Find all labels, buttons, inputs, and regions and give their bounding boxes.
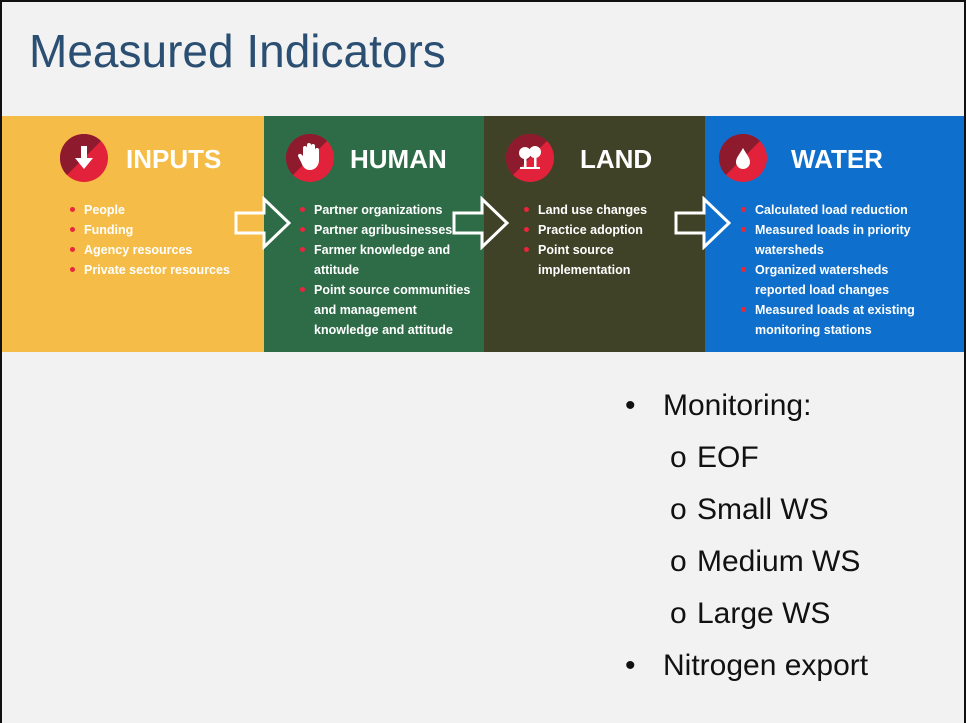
sub-bullet: Medium WS [625, 536, 868, 588]
panel-item: Partner organizations [300, 200, 472, 220]
slide-title: Measured Indicators [29, 25, 446, 77]
panel-heading: HUMAN [350, 144, 447, 174]
bullet: Nitrogen export [625, 640, 868, 692]
panel-item: Agency resources [70, 240, 255, 260]
icon-graphic [505, 133, 554, 182]
panel-icon [285, 133, 334, 187]
flow-arrow [234, 195, 292, 255]
panel-item: Point source communities and management … [300, 280, 472, 340]
panel-items: Calculated load reduction Measured loads … [741, 200, 921, 340]
panel-item: People [70, 200, 255, 220]
indicator-band: INPUTS People Funding Agency resources Priva… [2, 116, 964, 352]
bullet: Monitoring: [625, 380, 868, 432]
arrow-graphic [674, 195, 732, 251]
icon-graphic [59, 133, 108, 182]
panel-icon [505, 133, 554, 187]
panel-item: Practice adoption [524, 220, 664, 240]
panel: WATER Calculated load reduction Measured l… [705, 116, 964, 352]
flow-arrow [452, 195, 510, 255]
panel-heading: LAND [580, 144, 653, 174]
panel-item: Partner agribusinesses [300, 220, 472, 240]
icon-graphic [718, 133, 767, 182]
panel-icon [59, 133, 108, 187]
icon-graphic [285, 133, 334, 182]
sub-bullet: EOF [625, 432, 868, 484]
bullet-list: Monitoring:EOFSmall WSMedium WSLarge WSN… [625, 380, 868, 692]
panel: HUMAN Partner organizations Partner agribu… [264, 116, 484, 352]
panel-icon [718, 133, 767, 187]
panel-item: Point source implementation [524, 240, 664, 280]
panel-items: Land use changes Practice adoption Point s… [524, 200, 664, 280]
panel: INPUTS People Funding Agency resources Priva… [2, 116, 264, 352]
panel-item: Measured loads in priority watersheds [741, 220, 921, 260]
panel-items: Partner organizations Partner agribusines… [300, 200, 472, 340]
panel-item: Farmer knowledge and attitude [300, 240, 472, 280]
arrow-graphic [234, 195, 292, 251]
flow-arrow [674, 195, 732, 255]
panel-item: Calculated load reduction [741, 200, 921, 220]
panel-item: Land use changes [524, 200, 664, 220]
panel-item: Funding [70, 220, 255, 240]
panel: LAND Land use changes Practice adoption Poi… [484, 116, 705, 352]
panel-items: People Funding Agency resources Private sec… [70, 200, 255, 280]
panel-item: Organized watersheds reported load chang… [741, 260, 921, 300]
panel-item: Measured loads at existing monitoring st… [741, 300, 921, 340]
panel-heading: INPUTS [126, 144, 222, 174]
panel-heading: WATER [791, 144, 883, 174]
sub-bullet: Small WS [625, 484, 868, 536]
panel-item: Private sector resources [70, 260, 255, 280]
arrow-graphic [452, 195, 510, 251]
sub-bullet: Large WS [625, 588, 868, 640]
